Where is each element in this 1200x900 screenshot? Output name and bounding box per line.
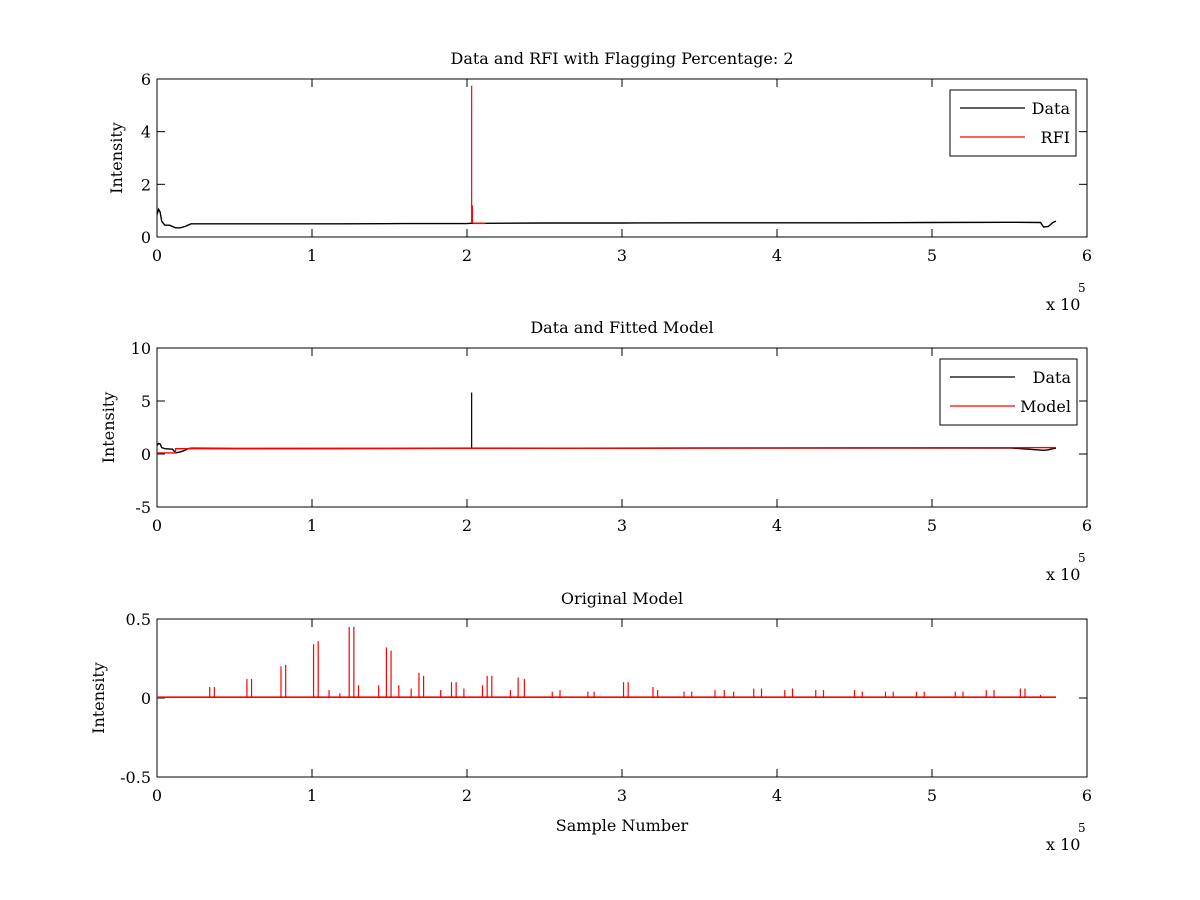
chart-title: Data and RFI with Flagging Percentage: 2 — [450, 49, 793, 68]
plot-area — [156, 347, 1088, 508]
series-data-line — [156, 207, 1057, 229]
x-tick-label: 3 — [617, 246, 627, 265]
legend-box — [949, 89, 1077, 157]
x-multiplier-label: x 10 — [1046, 295, 1080, 314]
x-tick-label: 3 — [617, 516, 627, 535]
x-tick-label: 4 — [772, 786, 782, 805]
x-tick-label: 0 — [152, 786, 162, 805]
y-tick-label: 10 — [131, 339, 151, 358]
y-tick-label: 0 — [141, 445, 151, 464]
x-multiplier-exponent: 5 — [1078, 821, 1086, 835]
x-tick-label: 6 — [1082, 786, 1092, 805]
y-tick-label: -0.5 — [120, 768, 151, 787]
legend-box — [939, 358, 1078, 426]
x-tick-label: 1 — [307, 786, 317, 805]
legend-label-data: Data — [1032, 99, 1071, 118]
y-axis-title: Intensity — [99, 392, 118, 464]
x-axis-title: Sample Number — [556, 816, 689, 835]
y-axis-title: Intensity — [89, 662, 108, 734]
x-tick-label: 2 — [462, 786, 472, 805]
legend: Data RFI — [949, 89, 1077, 157]
x-tick-label: 1 — [307, 516, 317, 535]
chart-title: Data and Fitted Model — [530, 318, 713, 337]
x-multiplier-exponent: 5 — [1078, 551, 1086, 565]
legend-label-data: Data — [1033, 368, 1072, 387]
y-tick-label: 2 — [141, 175, 151, 194]
x-tick-label: 6 — [1082, 246, 1092, 265]
plot-area — [156, 78, 1088, 238]
x-tick-label: 4 — [772, 516, 782, 535]
x-tick-label: 0 — [152, 516, 162, 535]
y-tick-label: 6 — [141, 70, 151, 89]
y-tick-label: 5 — [141, 392, 151, 411]
x-tick-label: 5 — [927, 516, 937, 535]
series-model-line — [157, 446, 1057, 454]
legend-label-rfi: RFI — [1041, 128, 1070, 147]
x-tick-label: 4 — [772, 246, 782, 265]
legend-label-model: Model — [1020, 397, 1071, 416]
x-tick-label: 1 — [307, 246, 317, 265]
y-tick-label: 0.5 — [126, 610, 151, 629]
y-tick-label: 0 — [141, 689, 151, 708]
legend: Data Model — [939, 358, 1078, 426]
x-tick-label: 2 — [462, 516, 472, 535]
x-tick-label: 2 — [462, 246, 472, 265]
x-tick-label: 3 — [617, 786, 627, 805]
y-tick-label: -5 — [135, 498, 151, 517]
chart-title: Original Model — [561, 589, 683, 608]
x-multiplier-exponent: 5 — [1078, 281, 1086, 295]
x-multiplier-label: x 10 — [1046, 565, 1080, 584]
x-tick-label: 6 — [1082, 516, 1092, 535]
x-tick-label: 5 — [927, 786, 937, 805]
x-tick-label: 5 — [927, 246, 937, 265]
x-tick-label: 0 — [152, 246, 162, 265]
y-axis-title: Intensity — [107, 122, 126, 194]
x-multiplier-label: x 10 — [1046, 835, 1080, 854]
y-tick-label: 0 — [141, 228, 151, 247]
y-tick-label: 4 — [141, 123, 151, 142]
